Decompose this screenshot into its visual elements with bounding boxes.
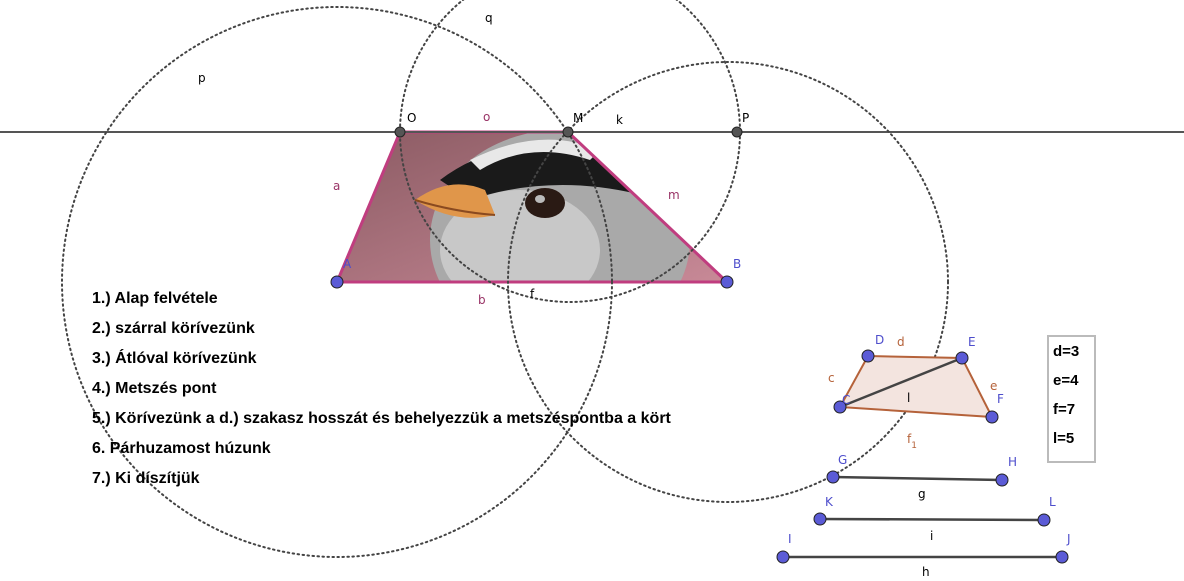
point-label: J (1066, 532, 1071, 546)
step: 7.) Ki díszítjük (92, 470, 200, 487)
object-label: q (485, 11, 493, 25)
object-label: f (530, 287, 535, 301)
value-entry: f=7 (1053, 401, 1075, 418)
bird-image (330, 130, 730, 350)
point[interactable] (721, 276, 733, 288)
point-label: H (1008, 455, 1017, 469)
object-label: h (922, 565, 930, 579)
point[interactable] (1056, 551, 1068, 563)
step: 3.) Átlóval körívezünk (92, 348, 257, 367)
point-label: K (825, 495, 834, 509)
point[interactable] (395, 127, 405, 137)
point-label: O (407, 111, 416, 125)
step: 1.) Alap felvétele (92, 290, 218, 307)
value-entry: d=3 (1053, 343, 1079, 360)
point[interactable] (814, 513, 826, 525)
point-label: F (997, 392, 1004, 406)
point-label: D (875, 333, 884, 347)
point-label: C (842, 393, 850, 407)
step: 4.) Metszés pont (92, 380, 217, 397)
segment-g (833, 477, 1002, 480)
point-label: A (343, 257, 352, 271)
point-label: M (573, 111, 583, 125)
point-label: G (838, 453, 847, 467)
step: 5.) Körívezünk a d.) szakasz hosszát és … (92, 410, 672, 427)
point[interactable] (986, 411, 998, 423)
segment-i (820, 519, 1044, 520)
object-label: l (907, 391, 910, 405)
point[interactable] (563, 127, 573, 137)
geometry-view: O M P A B C D E F G H K L I J q p o k a … (0, 0, 1184, 581)
object-label: d (897, 335, 905, 349)
object-label: f1 (907, 432, 917, 451)
page: O M P A B C D E F G H K L I J q p o k a … (0, 0, 1184, 581)
point[interactable] (996, 474, 1008, 486)
object-label: g (918, 487, 926, 501)
object-label: k (616, 113, 623, 127)
step: 6. Párhuzamost húzunk (92, 440, 271, 457)
point[interactable] (331, 276, 343, 288)
object-label: o (483, 110, 490, 124)
value-entry: l=5 (1053, 430, 1074, 447)
point-label: E (968, 335, 976, 349)
point-label: B (733, 257, 741, 271)
point-label: P (742, 111, 749, 125)
point[interactable] (956, 352, 968, 364)
point[interactable] (862, 350, 874, 362)
point-label: I (788, 532, 792, 546)
steps-text: 1.) Alap felvétele 2.) szárral körívezünk… (92, 290, 672, 487)
object-label: c (828, 371, 835, 385)
object-label: p (198, 71, 206, 85)
value-entry: e=4 (1053, 372, 1079, 389)
object-label: i (930, 529, 933, 543)
small-trapezoid (840, 356, 992, 417)
object-label: a (333, 179, 340, 193)
point[interactable] (732, 127, 742, 137)
point[interactable] (777, 551, 789, 563)
object-label: b (478, 293, 486, 307)
object-label: e (990, 379, 997, 393)
point-label: L (1049, 495, 1056, 509)
point[interactable] (827, 471, 839, 483)
label-subscript: 1 (911, 441, 917, 451)
object-label: m (668, 188, 680, 202)
step: 2.) szárral körívezünk (92, 320, 255, 337)
point[interactable] (1038, 514, 1050, 526)
